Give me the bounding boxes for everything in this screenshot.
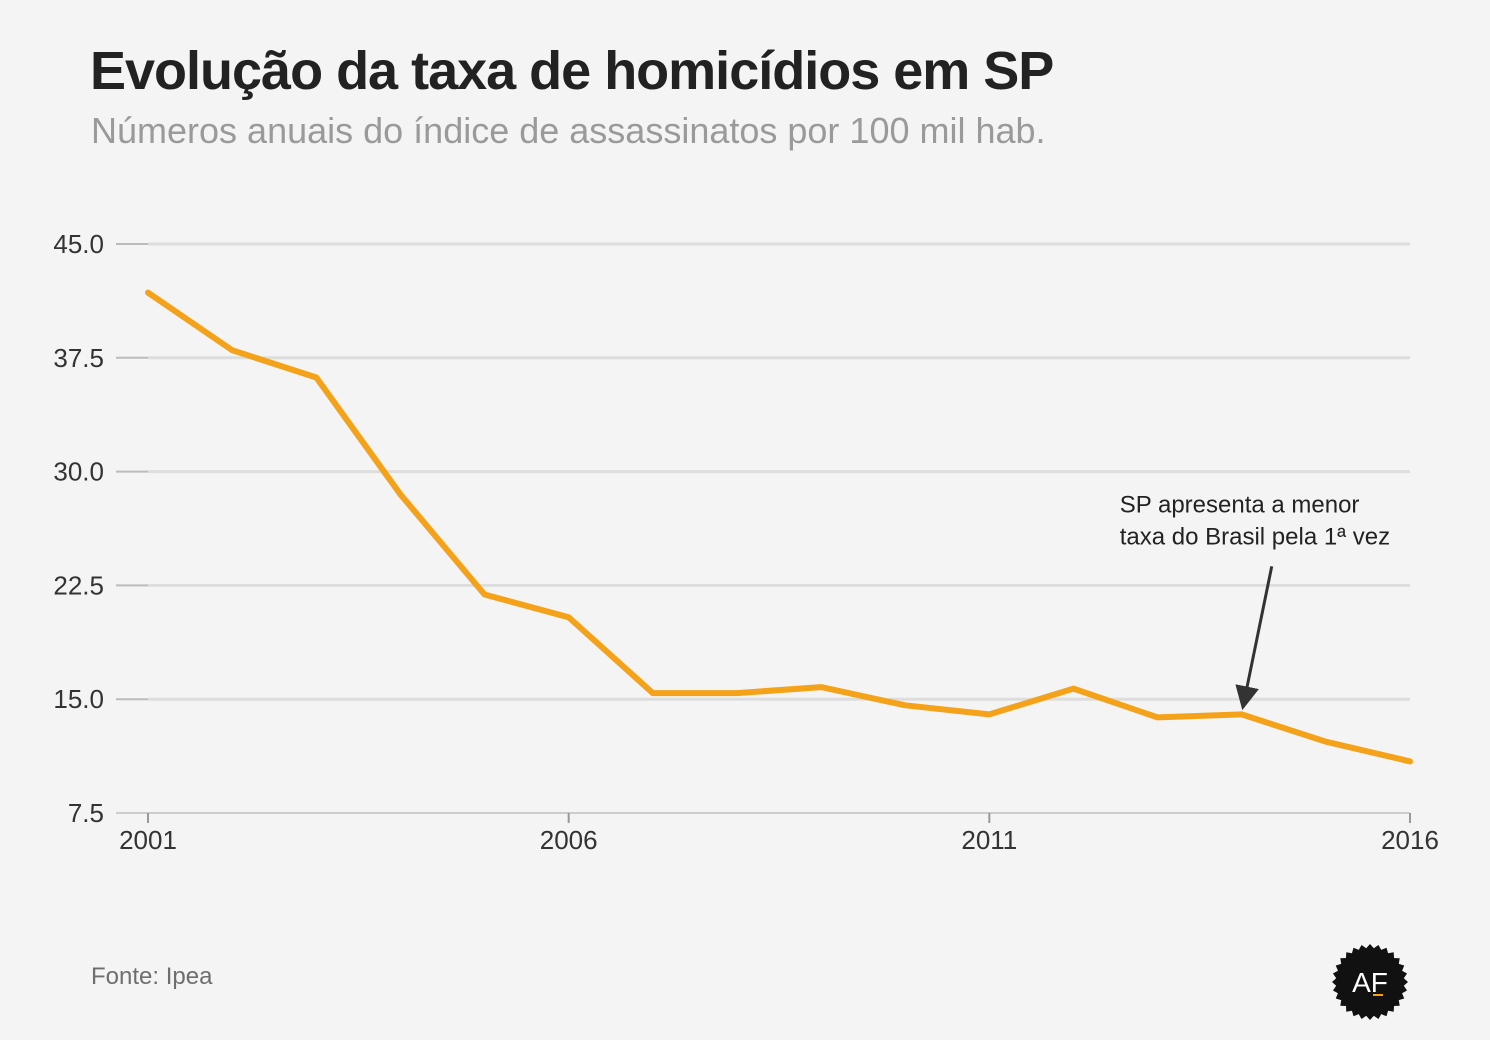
annotation: SP apresenta a menor taxa do Brasil pela … [1120, 491, 1390, 711]
x-tick-label: 2001 [119, 825, 177, 855]
data-point [821, 687, 822, 688]
series-layer [145, 289, 1413, 765]
x-tick-label: 2016 [1381, 825, 1439, 855]
data-point [148, 292, 149, 293]
data-point [1410, 761, 1411, 762]
annotation-text: SP apresenta a menor [1120, 491, 1360, 518]
y-axis: 7.5 15.0 22.5 30.0 37.5 45.0 [53, 229, 104, 828]
y-tick-label: 37.5 [53, 343, 104, 373]
data-point [989, 714, 990, 715]
annotation-text: taxa do Brasil pela 1ª vez [1120, 523, 1390, 550]
data-point [905, 705, 906, 706]
data-point [1241, 714, 1242, 715]
x-tick-label: 2006 [540, 825, 598, 855]
chart-title: Evolução da taxa de homicídios em SP [90, 41, 1054, 101]
y-tick-label: 30.0 [53, 457, 104, 487]
y-tick-label: 45.0 [53, 229, 104, 259]
data-point [1325, 741, 1326, 742]
source-note: Fonte: Ipea [91, 963, 213, 990]
x-tick-label: 2011 [961, 825, 1017, 855]
data-point [232, 350, 233, 351]
data-point [652, 693, 653, 694]
logo-underline [1373, 994, 1383, 996]
logo-badge [1332, 944, 1408, 1020]
data-point [568, 617, 569, 618]
series-line [145, 289, 1413, 765]
chart-subtitle: Números anuais do índice de assassinatos… [91, 110, 1046, 151]
af-logo: AF [1332, 944, 1408, 1020]
data-point [400, 494, 401, 495]
logo-text: AF [1352, 967, 1388, 998]
y-tick-label: 22.5 [53, 570, 104, 600]
y-tick-label: 7.5 [68, 798, 104, 828]
data-point [316, 377, 317, 378]
data-point [484, 594, 485, 595]
data-point [1157, 717, 1158, 718]
x-axis: 2001 2006 2011 2016 [119, 813, 1439, 855]
data-point [736, 693, 737, 694]
annotation-arrow [1235, 566, 1274, 711]
data-point [1073, 688, 1074, 689]
y-tick-label: 15.0 [53, 684, 104, 714]
gridlines [116, 242, 1410, 814]
